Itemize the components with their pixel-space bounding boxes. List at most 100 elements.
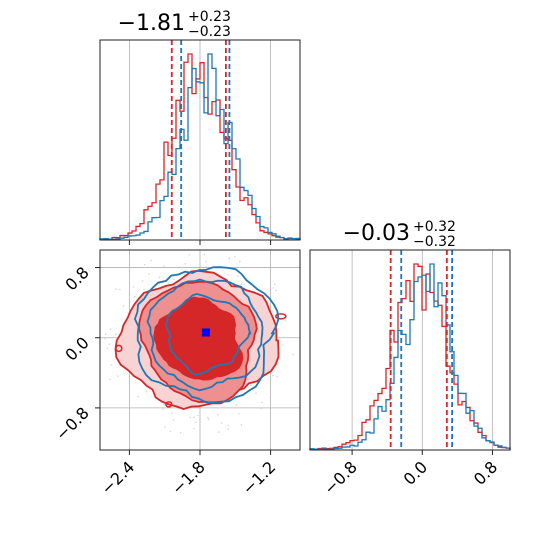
joint-sample-point — [228, 257, 231, 259]
joint-sample-point — [237, 275, 239, 277]
blue-contour-level-3 — [164, 292, 252, 376]
joint-sample-point — [193, 427, 195, 430]
joint-sample-point — [150, 259, 152, 262]
joint-ytick-label: 0.8 — [61, 263, 92, 294]
joint-sample-point — [227, 428, 229, 431]
marginal-y-hist-red — [309, 263, 511, 451]
joint-sample-point — [195, 421, 197, 424]
joint-ytick-label: −0.8 — [52, 403, 93, 444]
joint-sample-point — [250, 384, 252, 387]
joint-sample-point — [189, 416, 191, 419]
marginal-histogram-x: −1.81 +0.23 −0.23 — [99, 9, 301, 245]
joint-sample-point — [237, 413, 240, 415]
joint-sample-point — [167, 282, 170, 284]
joint-sample-point — [110, 364, 112, 366]
red-contour-level-3 — [153, 296, 244, 381]
joint-sample-point — [137, 395, 139, 398]
blue-contour-level-1 — [133, 266, 280, 404]
joint-sample-point — [207, 416, 209, 419]
joint-sample-point — [169, 430, 172, 433]
joint-sample-point — [273, 283, 276, 285]
marginal-y-title-lower: −0.32 — [413, 234, 456, 250]
joint-xtick-label: −1.8 — [168, 457, 209, 498]
marginal-x-title-lower: −0.23 — [188, 24, 231, 40]
joint-sample-point — [188, 254, 191, 256]
joint-sample-point — [205, 260, 207, 263]
joint-sample-point — [117, 375, 119, 377]
joint-sample-point — [133, 296, 136, 298]
marginal-y-hist-blue — [309, 263, 511, 451]
joint-sample-point — [240, 424, 243, 426]
joint-sample-point — [208, 418, 210, 421]
marginal-x-title-upper: +0.23 — [188, 9, 231, 25]
joint-sample-point — [148, 272, 150, 275]
blue-contour-level-2 — [146, 278, 264, 392]
joint-sample-point — [292, 353, 294, 356]
marginal-x-hist-blue — [99, 53, 301, 241]
joint-sample-point — [227, 424, 230, 427]
joint-sample-point — [170, 412, 173, 414]
joint-sample-point — [141, 280, 144, 282]
joint-sample-point — [217, 413, 219, 416]
joint-sample-point — [198, 412, 201, 414]
joint-sample-point — [163, 403, 165, 406]
joint-sample-point — [173, 278, 175, 281]
joint-sample-point — [227, 274, 229, 276]
joint-sample-point — [203, 253, 206, 256]
joint-sample-point — [220, 422, 223, 424]
joint-sample-point — [255, 392, 257, 394]
joint-sample-point — [272, 287, 275, 289]
joint-sample-point — [281, 344, 284, 346]
joint-sample-point — [143, 263, 146, 266]
marginal-y-xtick-label: 0.8 — [470, 457, 501, 488]
joint-sample-point — [278, 356, 281, 359]
joint-sample-point — [235, 403, 238, 406]
joint-sample-point — [184, 262, 187, 265]
joint-sample-point — [119, 288, 121, 291]
joint-sample-point — [143, 288, 145, 291]
marginal-y-xtick-label: 0.0 — [400, 457, 431, 488]
joint-sample-point — [183, 273, 186, 276]
joint-sample-point — [179, 431, 182, 434]
joint-sample-point — [260, 407, 263, 410]
joint-sample-point — [106, 347, 108, 349]
joint-sample-point — [218, 431, 220, 433]
joint-sample-point — [162, 408, 164, 410]
best-fit-marker — [201, 328, 210, 337]
red-contour-island — [165, 401, 173, 408]
joint-sample-point — [145, 390, 148, 393]
joint-sample-point — [172, 419, 175, 421]
red-contour-island — [275, 313, 287, 320]
joint-sample-point — [276, 375, 278, 378]
joint-sample-point — [205, 266, 207, 268]
joint-xtick-label: −1.2 — [239, 457, 280, 498]
marginal-y-frame — [309, 249, 511, 451]
red-contour-island — [115, 344, 123, 353]
joint-sample-point — [284, 319, 287, 321]
best-fit-marker-red — [188, 338, 193, 343]
joint-sample-point — [104, 337, 107, 340]
joint-sample-point — [193, 416, 195, 418]
joint-sample-point — [272, 374, 274, 377]
joint-sample-point — [239, 260, 241, 263]
marginal-y-xtick-label: −0.8 — [320, 457, 361, 498]
joint-sample-point — [261, 401, 263, 404]
joint-sample-point — [197, 414, 199, 417]
joint-sample-point — [109, 378, 111, 381]
joint-sample-point — [158, 276, 161, 279]
joint-sample-point — [269, 396, 271, 399]
joint-sample-point — [163, 265, 165, 267]
joint-sample-point — [275, 289, 277, 292]
joint-sample-point — [122, 305, 125, 307]
joint-sample-point — [234, 255, 236, 258]
marginal-histogram-y: −0.8 0.0 0.8 −0.03 +0.32 −0.32 — [309, 219, 511, 498]
joint-xtick-label: −2.4 — [97, 457, 138, 498]
joint-sample-point — [115, 288, 117, 290]
marginal-y-title-value: −0.03 — [343, 221, 410, 246]
marginal-x-title-value: −1.81 — [118, 11, 185, 36]
joint-sample-point — [240, 283, 243, 286]
joint-sample-point — [105, 333, 107, 335]
joint-sample-point — [109, 328, 112, 330]
joint-ytick-label: 0.0 — [61, 333, 92, 364]
